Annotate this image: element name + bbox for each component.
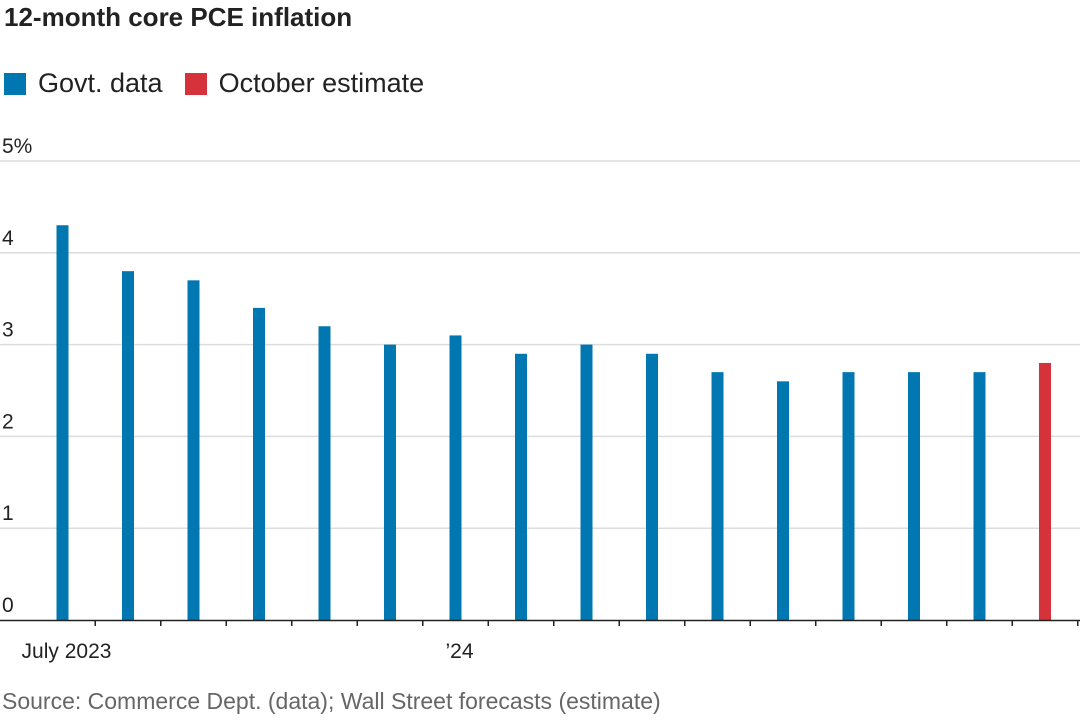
bar-govt-data	[253, 307, 265, 620]
bar-govt-data	[973, 372, 986, 620]
legend: Govt. data October estimate	[4, 68, 446, 99]
bar-govt-data	[515, 353, 527, 620]
legend-label-govt-data: Govt. data	[38, 68, 163, 98]
bar-govt-data	[777, 381, 789, 620]
y-tick-label: 2	[2, 410, 14, 433]
bar-govt-data	[646, 353, 658, 620]
y-tick-label: 3	[2, 319, 14, 342]
x-tick-label: ’24	[445, 640, 473, 663]
y-tick-label: 1	[2, 502, 14, 525]
bar-govt-data	[908, 372, 920, 620]
bar-govt-data	[187, 280, 200, 620]
legend-swatch-october-estimate	[184, 72, 207, 95]
bar-govt-data	[318, 326, 331, 620]
y-tick-label: 4	[2, 227, 14, 250]
y-tick-label: 0	[2, 594, 14, 617]
legend-item-govt-data: Govt. data	[4, 68, 163, 99]
y-tick-label: 5%	[2, 135, 32, 158]
source-note: Source: Commerce Dept. (data); Wall Stre…	[2, 688, 661, 714]
bar-october-estimate	[1039, 362, 1051, 620]
bar-govt-data	[580, 344, 593, 620]
legend-label-october-estimate: October estimate	[218, 68, 425, 98]
chart-title: 12-month core PCE inflation	[4, 2, 353, 32]
bar-govt-data	[56, 225, 69, 620]
bar-govt-data	[122, 271, 134, 620]
legend-item-october-estimate: October estimate	[184, 68, 425, 99]
bar-govt-data	[711, 372, 724, 620]
bar-govt-data	[449, 335, 462, 620]
x-tick-label: July 2023	[22, 640, 112, 663]
legend-swatch-govt-data	[4, 72, 26, 95]
bar-govt-data	[842, 372, 855, 620]
bar-govt-data	[384, 344, 396, 620]
